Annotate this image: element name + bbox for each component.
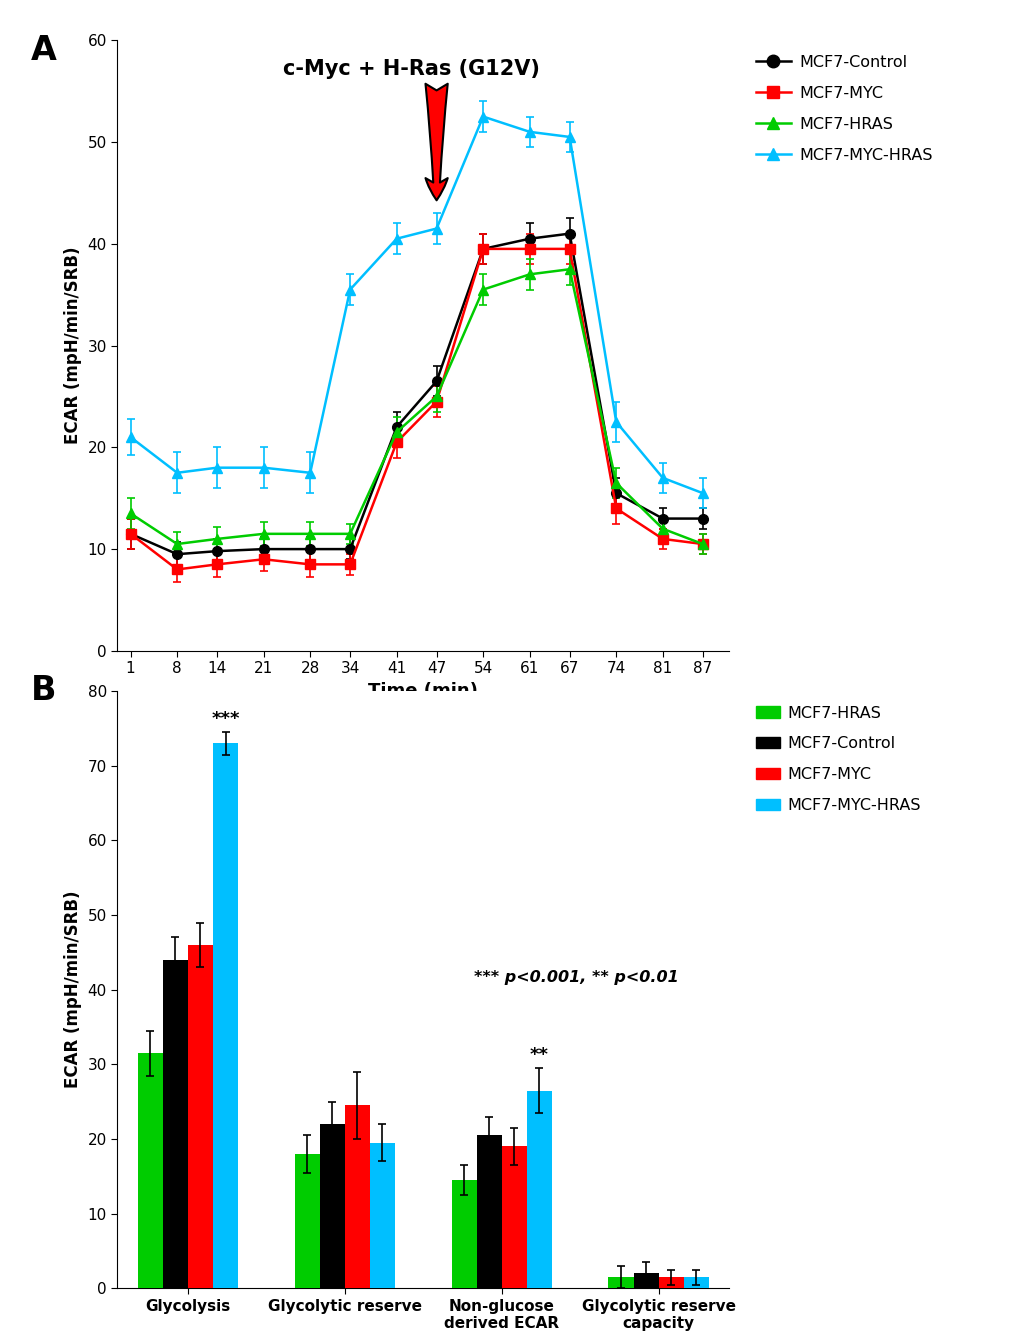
Bar xyxy=(138,1053,163,1288)
Bar xyxy=(451,1180,476,1288)
Bar xyxy=(187,945,213,1288)
Bar xyxy=(501,1146,527,1288)
Bar xyxy=(683,1278,708,1288)
Legend: MCF7-Control, MCF7-MYC, MCF7-HRAS, MCF7-MYC-HRAS: MCF7-Control, MCF7-MYC, MCF7-HRAS, MCF7-… xyxy=(749,48,938,169)
Bar xyxy=(344,1106,370,1288)
Text: **: ** xyxy=(530,1047,548,1064)
Bar xyxy=(213,743,237,1288)
Y-axis label: ECAR (mpH/min/SRB): ECAR (mpH/min/SRB) xyxy=(64,891,82,1088)
Bar xyxy=(370,1143,394,1288)
Y-axis label: ECAR (mpH/min/SRB): ECAR (mpH/min/SRB) xyxy=(64,247,82,444)
Text: *** p<0.001, ** p<0.01: *** p<0.001, ** p<0.01 xyxy=(474,970,678,985)
Bar xyxy=(294,1154,319,1288)
Legend: MCF7-HRAS, MCF7-Control, MCF7-MYC, MCF7-MYC-HRAS: MCF7-HRAS, MCF7-Control, MCF7-MYC, MCF7-… xyxy=(749,699,927,820)
Bar xyxy=(476,1135,501,1288)
Bar xyxy=(163,960,187,1288)
Bar xyxy=(633,1274,658,1288)
Bar xyxy=(527,1091,551,1288)
X-axis label: Time (min): Time (min) xyxy=(368,682,478,699)
Bar xyxy=(608,1278,633,1288)
Bar xyxy=(658,1278,683,1288)
Text: B: B xyxy=(31,674,56,707)
Text: ***: *** xyxy=(211,710,239,729)
Text: A: A xyxy=(31,34,56,67)
Text: c-Myc + H-Ras (G12V): c-Myc + H-Ras (G12V) xyxy=(282,59,539,79)
Bar xyxy=(319,1125,344,1288)
